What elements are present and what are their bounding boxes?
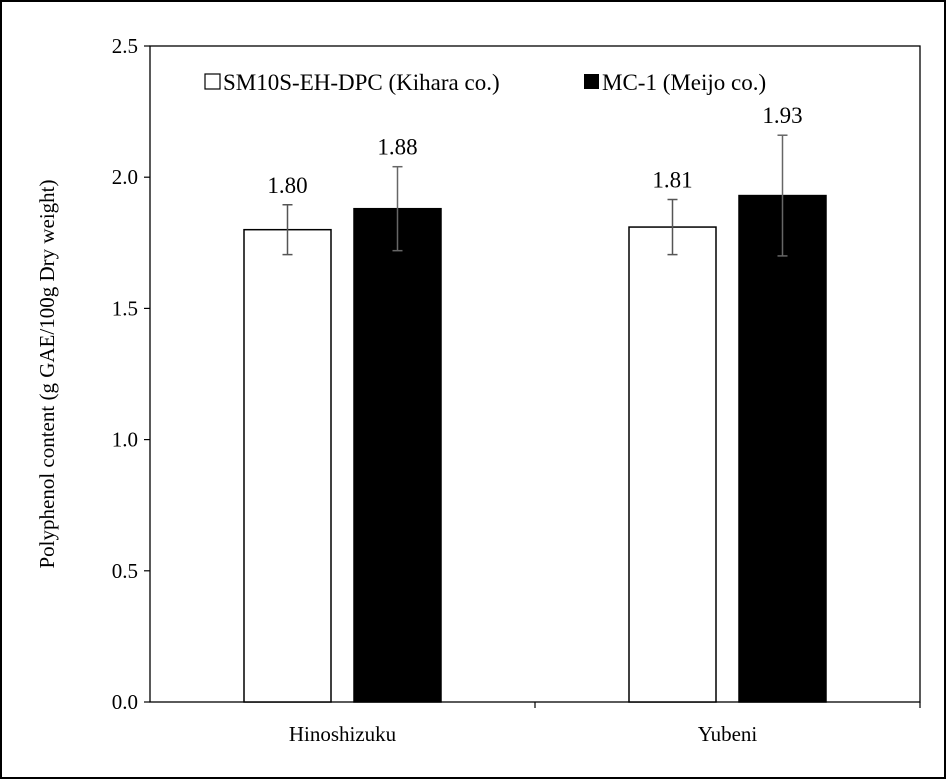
y-tick-label: 1.5 (112, 296, 138, 320)
data-label: 1.88 (377, 135, 417, 160)
legend-swatch-black (584, 74, 599, 89)
y-tick-label: 0.5 (112, 559, 138, 583)
data-label: 1.80 (267, 173, 307, 198)
legend-label-series-2: MC-1 (Meijo co.) (602, 70, 766, 95)
data-label: 1.93 (762, 103, 802, 128)
legend: SM10S-EH-DPC (Kihara co.) MC-1 (Meijo co… (204, 70, 766, 95)
data-label: 1.81 (652, 168, 692, 193)
x-tick-label: Hinoshizuku (289, 722, 397, 746)
y-tick-label: 2.5 (112, 34, 138, 58)
bar (738, 194, 827, 703)
bar (243, 228, 332, 703)
y-tick-label: 0.0 (112, 690, 138, 714)
legend-swatch-white (204, 73, 221, 90)
x-tick-label: Yubeni (698, 722, 758, 746)
bar (628, 226, 717, 703)
y-tick-label: 2.0 (112, 165, 138, 189)
legend-label-series-1: SM10S-EH-DPC (Kihara co.) (223, 70, 500, 95)
y-tick-label: 1.0 (112, 428, 138, 452)
y-axis-label: Polyphenol content (g GAE/100g Dry weigh… (35, 179, 59, 568)
bar (353, 207, 442, 703)
